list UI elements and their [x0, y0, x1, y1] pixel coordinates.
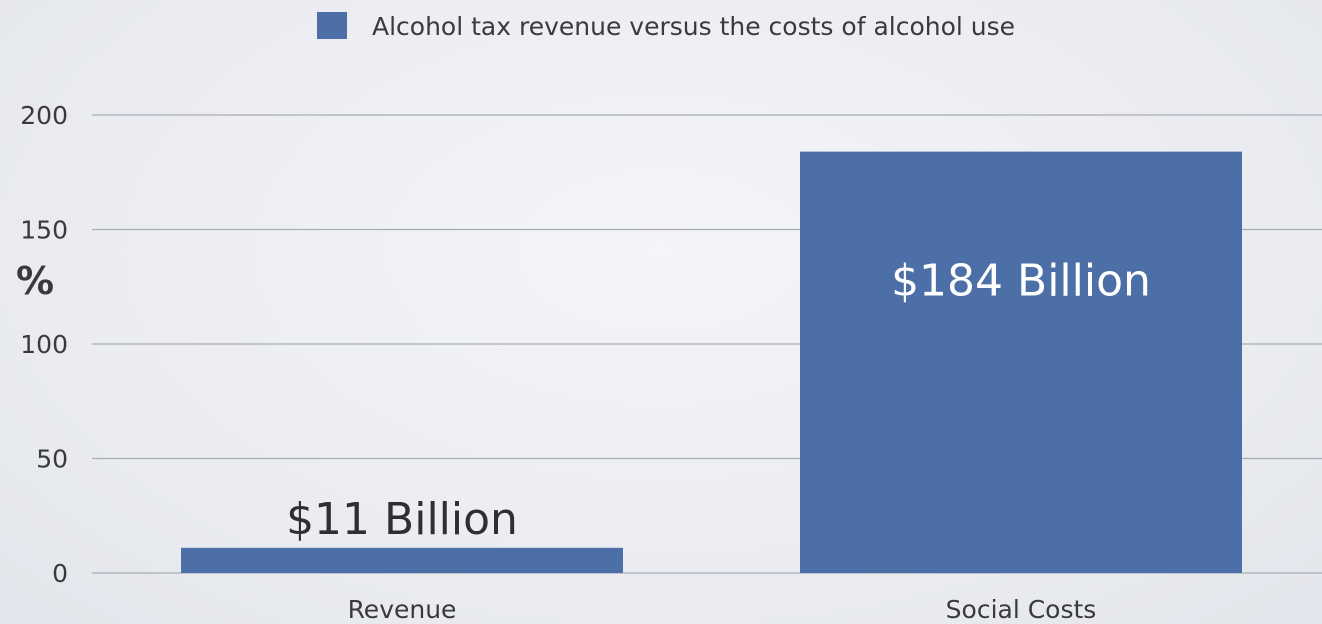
bar-social-costs [800, 151, 1242, 573]
y-tick-label: 50 [36, 445, 68, 474]
x-axis-ticks: Revenue Social Costs [348, 595, 1097, 624]
y-axis-label: % [16, 259, 54, 303]
data-label: $11 Billion [286, 494, 518, 545]
legend: Alcohol tax revenue versus the costs of … [317, 12, 1015, 41]
x-tick-label: Social Costs [946, 595, 1097, 624]
x-tick-label: Revenue [348, 595, 457, 624]
y-tick-label: 200 [20, 101, 68, 130]
data-label: $184 Billion [891, 256, 1151, 307]
bars [181, 151, 1242, 573]
legend-label: Alcohol tax revenue versus the costs of … [372, 12, 1015, 41]
y-tick-label: 100 [20, 330, 68, 359]
y-tick-label: 0 [52, 559, 68, 588]
y-tick-label: 150 [20, 216, 68, 245]
data-labels: $11 Billion $184 Billion [286, 256, 1151, 545]
legend-swatch [317, 12, 347, 39]
bar-revenue [181, 547, 623, 573]
y-axis-ticks: 0 50 100 150 200 [20, 101, 68, 588]
